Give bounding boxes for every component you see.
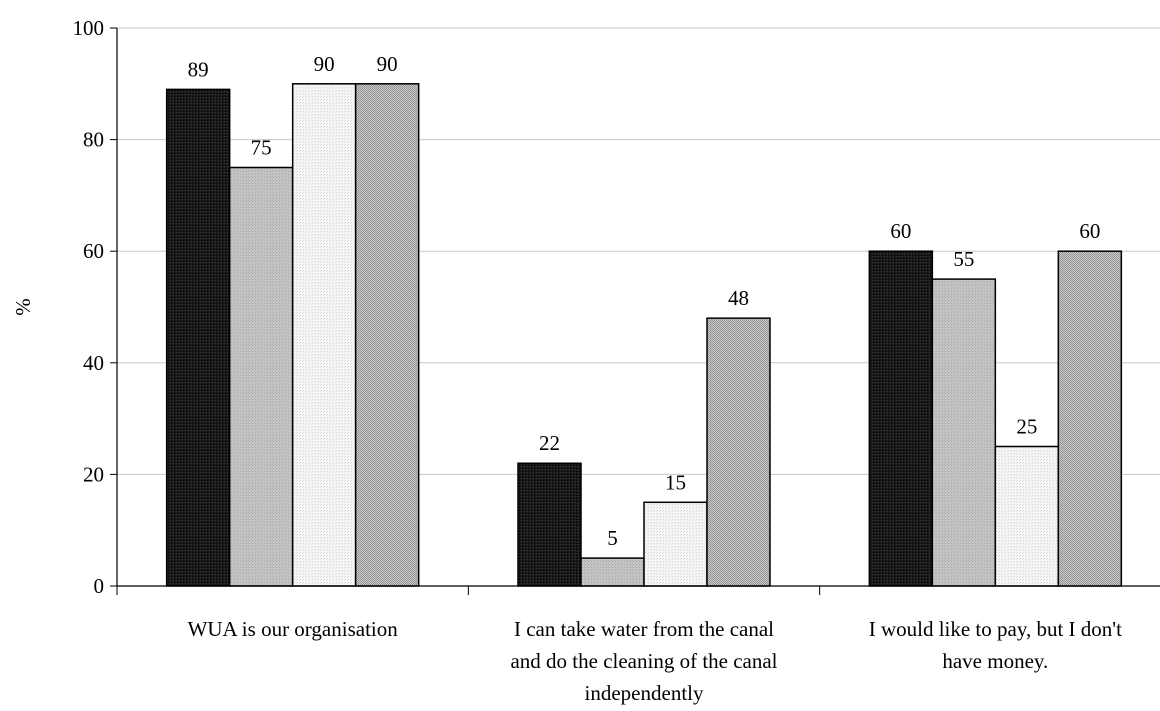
x-category-label-line: independently bbox=[585, 681, 704, 705]
bar bbox=[643, 501, 708, 587]
data-label: 25 bbox=[1016, 415, 1037, 439]
y-tick-label: 80 bbox=[83, 128, 104, 152]
bar bbox=[291, 83, 357, 587]
bar bbox=[354, 83, 420, 587]
bar bbox=[1057, 250, 1123, 587]
x-category-label-line: WUA is our organisation bbox=[188, 617, 399, 641]
bar bbox=[868, 250, 934, 587]
data-label: 90 bbox=[314, 52, 335, 76]
bar bbox=[165, 88, 231, 587]
y-tick-label: 60 bbox=[83, 239, 104, 263]
x-category-label-line: and do the cleaning of the canal bbox=[510, 649, 777, 673]
y-tick-label: 40 bbox=[83, 351, 104, 375]
y-tick-label: 0 bbox=[94, 574, 105, 598]
data-label: 75 bbox=[251, 136, 272, 160]
data-label: 89 bbox=[188, 57, 209, 81]
bar bbox=[517, 462, 582, 587]
bar bbox=[580, 557, 645, 587]
x-category-label: I would like to pay, but I don't have mon… bbox=[869, 617, 1122, 673]
data-label: 90 bbox=[377, 52, 398, 76]
x-category-label: WUA is our organisation bbox=[188, 617, 399, 641]
data-label: 48 bbox=[728, 286, 749, 310]
data-label: 60 bbox=[890, 219, 911, 243]
x-category-label-line: have money. bbox=[942, 649, 1048, 673]
bar bbox=[706, 317, 771, 587]
data-label: 55 bbox=[953, 247, 974, 271]
bars bbox=[165, 83, 1123, 587]
data-labels: 89 75 90 90 22 5 15 48 60 55 25 60 bbox=[188, 52, 1101, 550]
y-axis-title: % bbox=[11, 298, 35, 316]
bar bbox=[994, 445, 1060, 587]
x-category-label: I can take water from the canal and do th… bbox=[510, 617, 777, 705]
bar bbox=[931, 278, 997, 587]
data-label: 5 bbox=[607, 526, 618, 550]
x-category-label-line: I can take water from the canal bbox=[514, 617, 774, 641]
bar bbox=[228, 166, 294, 587]
axes: 0 20 40 60 80 100 WUA is our organisation I can… bbox=[73, 16, 1160, 705]
y-tick-label: 20 bbox=[83, 462, 104, 486]
x-category-label-line: I would like to pay, but I don't bbox=[869, 617, 1122, 641]
data-label: 60 bbox=[1079, 219, 1100, 243]
data-label: 22 bbox=[539, 431, 560, 455]
y-tick-label: 100 bbox=[73, 16, 105, 40]
data-label: 15 bbox=[665, 470, 686, 494]
